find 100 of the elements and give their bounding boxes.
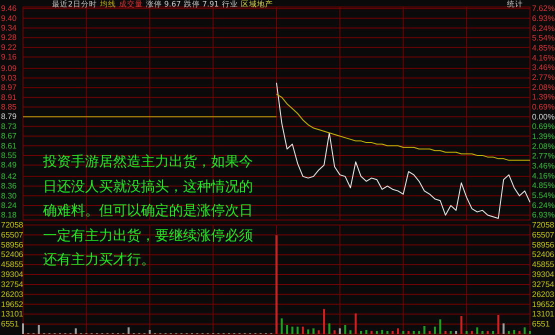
bar	[524, 327, 526, 334]
bar	[444, 330, 446, 334]
y2-tick-label: 32754	[532, 280, 555, 289]
y2-tick-label: 2.08%	[532, 142, 555, 151]
y-tick-label: 8.73	[1, 122, 18, 131]
y-tick-label: 8.61	[1, 141, 18, 150]
y-tick-label: 65507	[1, 230, 24, 240]
y2-tick-label: 58956	[532, 240, 555, 250]
y2-tick-label: 39304	[532, 270, 555, 280]
y-tick-label: 32754	[1, 280, 24, 289]
line-series	[276, 94, 530, 161]
bar	[466, 330, 468, 334]
y-tick-label: 9.22	[1, 42, 18, 52]
bar	[513, 330, 516, 334]
y-tick-label: 8.49	[1, 160, 18, 170]
y-tick-label: 72058	[1, 220, 24, 230]
y2-tick-label: 4.85%	[532, 43, 555, 52]
bar	[460, 316, 462, 334]
bar	[323, 309, 326, 334]
y2-tick-label: 4.16%	[532, 53, 555, 62]
bar	[280, 318, 283, 334]
bar	[360, 330, 362, 334]
bar	[22, 323, 24, 334]
y2-tick-label: 13101	[532, 310, 555, 319]
y2-tick-label: 7.62%	[532, 4, 555, 14]
y2-tick-label: 72058	[532, 220, 555, 230]
y2-tick-label: 6.93%	[532, 14, 555, 23]
bar	[349, 330, 352, 334]
y2-tick-label: 1.39%	[532, 92, 555, 102]
bar	[286, 325, 288, 334]
y-tick-label: 39304	[1, 270, 24, 280]
y2-tick-label: 3.46%	[532, 161, 555, 170]
bar	[338, 328, 341, 334]
y2-tick-label: 52406	[532, 250, 555, 260]
bar	[370, 330, 373, 334]
y2-tick-label: 26203	[532, 290, 555, 299]
y2-tick-label: 2.77%	[532, 152, 555, 161]
y-tick-label: 8.67	[1, 132, 18, 141]
y-tick-label: 8.79	[1, 112, 18, 122]
bar	[434, 326, 436, 334]
bar	[328, 323, 330, 334]
bar	[418, 330, 420, 334]
y-tick-label: 8.42	[1, 172, 18, 181]
y-tick-label: 8.97	[1, 83, 18, 92]
bar	[302, 326, 304, 334]
y-tick-label: 8.55	[1, 150, 18, 160]
bar	[74, 328, 77, 334]
annotation: 投资手游居然造主力出货，如果今日还没人买就没搞头，这种情况的确难料。但可以确定的是涨停次日一定有主力出货，要继续涨停必须还有主力买才行。	[43, 153, 254, 270]
bar	[381, 330, 384, 334]
bar	[486, 330, 489, 334]
y2-tick-label: 65507	[532, 230, 555, 240]
y-tick-label: 9.28	[1, 33, 18, 42]
bar	[408, 330, 410, 334]
bar	[529, 330, 531, 334]
bar	[508, 330, 510, 334]
y2-tick-label: 4.85%	[532, 181, 555, 190]
bar	[296, 326, 299, 334]
bar	[344, 325, 346, 334]
y-tick-label: 8.36	[1, 182, 18, 191]
y-tick-label: 8.24	[1, 200, 18, 210]
y-tick-label: 9.16	[1, 52, 18, 62]
y2-tick-label: 0.00%	[532, 112, 555, 122]
y2-tick-label: 3.46%	[532, 63, 555, 72]
y2-tick-label: 0.69%	[532, 122, 555, 132]
bar	[291, 326, 294, 334]
bar	[376, 330, 378, 334]
bar	[318, 330, 320, 334]
bar	[307, 329, 310, 334]
y2-tick-label: 6.24%	[532, 200, 555, 210]
y2-tick-label: 19652	[532, 300, 555, 309]
bar	[518, 330, 520, 334]
y-tick-label: 58956	[1, 240, 24, 250]
bar	[365, 330, 368, 334]
bar	[481, 330, 484, 334]
y2-tick-label: 5.54%	[532, 34, 555, 43]
y2-tick-label: 6.93%	[532, 210, 555, 220]
bar	[470, 330, 473, 334]
bar	[354, 313, 357, 334]
y-tick-label: 45855	[1, 260, 24, 270]
line-series	[276, 82, 530, 219]
y2-tick-label: 6.24%	[532, 24, 555, 33]
y2-tick-label: 5.54%	[532, 190, 555, 200]
bar	[412, 330, 415, 334]
y-tick-label: 9.46	[1, 4, 18, 14]
y-tick-label: 6551	[1, 320, 20, 329]
y-tick-label: 19652	[1, 300, 24, 309]
bar	[276, 235, 278, 334]
bar	[386, 330, 388, 334]
y-tick-label: 13101	[1, 310, 24, 319]
y2-tick-label: 2.08%	[532, 82, 555, 92]
y-tick-label: 9.09	[1, 64, 18, 73]
bar	[502, 323, 505, 334]
y2-tick-label: 1.39%	[532, 132, 555, 141]
bar	[428, 330, 431, 334]
bar	[148, 330, 151, 334]
y2-tick-label: 45855	[532, 260, 555, 270]
bar	[439, 319, 442, 334]
bar	[497, 315, 500, 334]
y-tick-label: 9.34	[1, 23, 18, 32]
y-tick-label: 8.91	[1, 92, 18, 102]
